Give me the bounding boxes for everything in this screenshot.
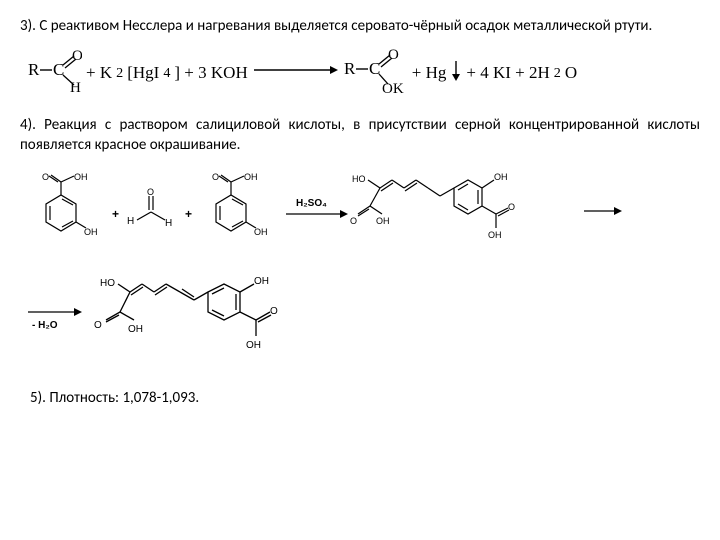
right-arrow-1-icon — [582, 203, 622, 225]
eq-text-hgi4: [HgI — [127, 62, 159, 85]
intermediate-product-icon: HO O OH OH — [350, 166, 580, 262]
salicylic-reaction-row-1: O OH OH + H H O + O — [24, 166, 700, 262]
h2so4-arrow-icon: H₂SO₄ — [282, 196, 348, 232]
svg-text:O: O — [388, 47, 399, 63]
svg-text:OH: OH — [488, 230, 502, 240]
svg-text:O: O — [94, 320, 102, 331]
paragraph-4: 4). Реакция с раствором салициловой кисл… — [20, 115, 700, 156]
svg-text:O: O — [508, 202, 515, 212]
svg-text:OH: OH — [246, 340, 261, 351]
svg-text:OH: OH — [376, 216, 390, 226]
svg-text:H: H — [70, 80, 81, 93]
plus-2: + — [185, 206, 192, 222]
svg-text:R: R — [28, 60, 40, 79]
eq-sub-2b: 2 — [554, 64, 561, 83]
eq-text-plus-k: + K — [86, 62, 112, 85]
eq-text-o: O — [565, 62, 577, 85]
rco-h-fragment-icon: R C O H — [26, 47, 82, 100]
eq-sub-2: 2 — [116, 64, 123, 83]
svg-text:O: O — [147, 187, 154, 197]
eq-text-tail2: + 4 KI + 2H — [466, 62, 549, 85]
salicylic-acid-1-icon: O OH OH — [24, 172, 110, 256]
svg-text:OH: OH — [254, 227, 268, 237]
svg-text:OH: OH — [84, 227, 98, 237]
svg-text:O: O — [72, 48, 82, 64]
svg-text:O: O — [270, 306, 278, 317]
svg-text:OH: OH — [244, 172, 258, 182]
svg-text:OH: OH — [254, 276, 269, 287]
svg-text:- H₂O: - H₂O — [32, 320, 58, 331]
svg-text:OH: OH — [128, 324, 143, 335]
svg-text:R: R — [344, 59, 356, 78]
svg-text:O: O — [42, 172, 49, 182]
svg-text:HO: HO — [352, 174, 366, 184]
long-right-arrow-icon — [252, 60, 338, 87]
eq-text-plus-hg: + Hg — [412, 62, 447, 85]
rco-ok-fragment-icon: R C O OK — [342, 46, 408, 101]
down-arrow-icon — [450, 59, 462, 88]
paragraph-5: 5). Плотность: 1,078-1,093. — [30, 388, 700, 408]
eq-text-close-koh: ] + 3 KOH — [174, 62, 247, 85]
svg-text:OH: OH — [494, 172, 508, 182]
svg-text:O: O — [212, 172, 219, 182]
paragraph-3: 3). С реактивом Несслера и нагревания вы… — [20, 16, 700, 36]
nessler-equation: R C O H + K2[HgI4] + 3 KOH R C O OK — [26, 46, 700, 101]
final-product-icon: HO O OH OH — [86, 266, 336, 372]
svg-text:O: O — [350, 216, 357, 226]
svg-text:H: H — [127, 216, 134, 227]
dehydration-arrow-icon: - H₂O — [24, 300, 84, 338]
formaldehyde-icon: H H O — [121, 184, 183, 244]
svg-text:C: C — [53, 60, 64, 79]
h2so4-label: H₂SO₄ — [296, 198, 327, 209]
eq-sub-4: 4 — [163, 64, 170, 83]
svg-text:OK: OK — [382, 81, 404, 94]
svg-text:HO: HO — [100, 278, 115, 289]
salicylic-reaction-row-2: - H₂O HO O OH — [24, 266, 700, 372]
svg-text:H: H — [165, 218, 172, 229]
svg-text:OH: OH — [74, 172, 88, 182]
svg-text:C: C — [369, 59, 380, 78]
plus-1: + — [112, 206, 119, 222]
salicylic-acid-2-icon: O OH OH — [194, 172, 280, 256]
